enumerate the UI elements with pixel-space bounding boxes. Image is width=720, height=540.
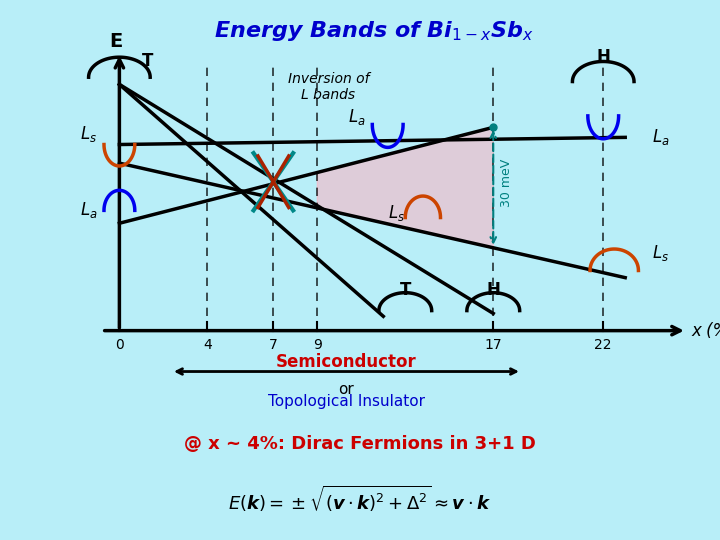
Text: $L_s$: $L_s$ (388, 203, 405, 223)
Text: Energy Bands of Bi$_{1-x}$Sb$_x$: Energy Bands of Bi$_{1-x}$Sb$_x$ (215, 19, 534, 43)
Text: x (%): x (%) (691, 322, 720, 340)
Text: $L_a$: $L_a$ (80, 200, 97, 220)
Text: 17: 17 (485, 338, 502, 352)
Text: Inversion of
L bands: Inversion of L bands (287, 72, 369, 103)
Text: T: T (143, 52, 153, 70)
Text: 30 meV: 30 meV (500, 159, 513, 207)
Text: 9: 9 (313, 338, 322, 352)
Text: 0: 0 (115, 338, 124, 352)
Text: $L_s$: $L_s$ (81, 125, 97, 145)
Text: @ x ~ 4%: Dirac Fermions in 3+1 D: @ x ~ 4%: Dirac Fermions in 3+1 D (184, 435, 536, 453)
Text: T: T (400, 281, 411, 299)
Text: $L_s$: $L_s$ (652, 244, 669, 264)
Text: or: or (338, 382, 354, 397)
Text: E: E (109, 32, 122, 51)
Text: H: H (486, 281, 500, 299)
Text: $L_a$: $L_a$ (652, 127, 669, 147)
Text: $E(\boldsymbol{k}) = \pm\sqrt{(\boldsymbol{v}\cdot\boldsymbol{k})^2 + \Delta^2} : $E(\boldsymbol{k}) = \pm\sqrt{(\boldsymb… (228, 483, 492, 514)
Text: 7: 7 (269, 338, 278, 352)
Text: 4: 4 (203, 338, 212, 352)
Text: H: H (596, 48, 610, 66)
Text: 22: 22 (595, 338, 612, 352)
Text: $L_a$: $L_a$ (348, 107, 366, 127)
Text: Topological Insulator: Topological Insulator (268, 394, 425, 409)
Polygon shape (318, 127, 493, 248)
Text: Semiconductor: Semiconductor (276, 353, 417, 371)
